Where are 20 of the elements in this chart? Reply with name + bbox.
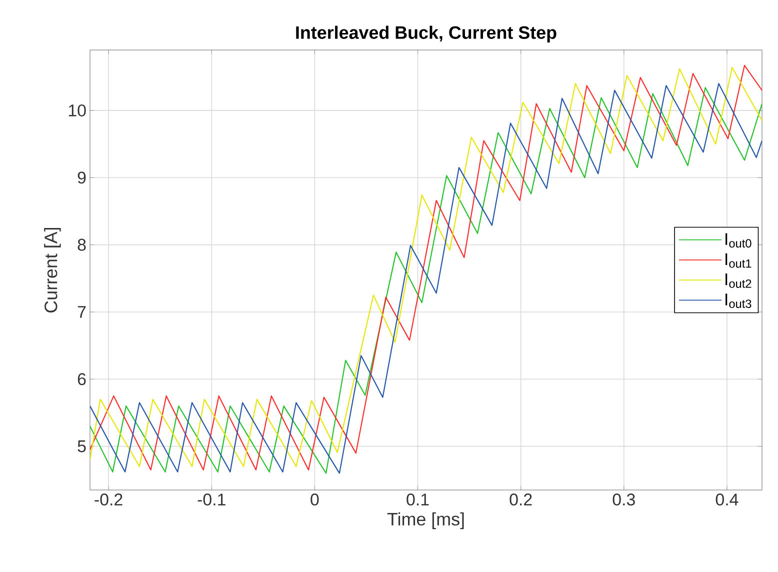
x-tick-label: 0.2 xyxy=(510,494,532,506)
legend-label: I$_{out3}$ xyxy=(726,294,752,308)
y-tick-label: 10 xyxy=(68,104,86,116)
x-tick-label: 0.1 xyxy=(406,494,429,506)
x-axis-title: Time [ms] xyxy=(387,512,464,530)
y-tick-label: 9 xyxy=(78,172,86,184)
x-tick-label: -0.1 xyxy=(198,494,226,506)
legend-label: I$_{out1}$ xyxy=(726,253,752,268)
x-tick-label: 0.3 xyxy=(612,494,635,506)
legend-label: I$_{out0}$ xyxy=(726,233,752,248)
y-axis-title: Current [A] xyxy=(44,228,61,312)
x-tick-label: 0.4 xyxy=(716,494,738,506)
y-tick-label: 8 xyxy=(78,238,86,251)
y-tick-label: 5 xyxy=(78,440,86,452)
x-tick-label: 0 xyxy=(310,494,319,506)
y-tick-label: 7 xyxy=(78,306,86,318)
legend-label: I$_{out2}$ xyxy=(726,273,752,288)
y-tick-label: 6 xyxy=(78,373,86,386)
x-tick-label: -0.2 xyxy=(94,494,122,506)
chart-title: Interleaved Buck, Current Step xyxy=(296,26,556,42)
